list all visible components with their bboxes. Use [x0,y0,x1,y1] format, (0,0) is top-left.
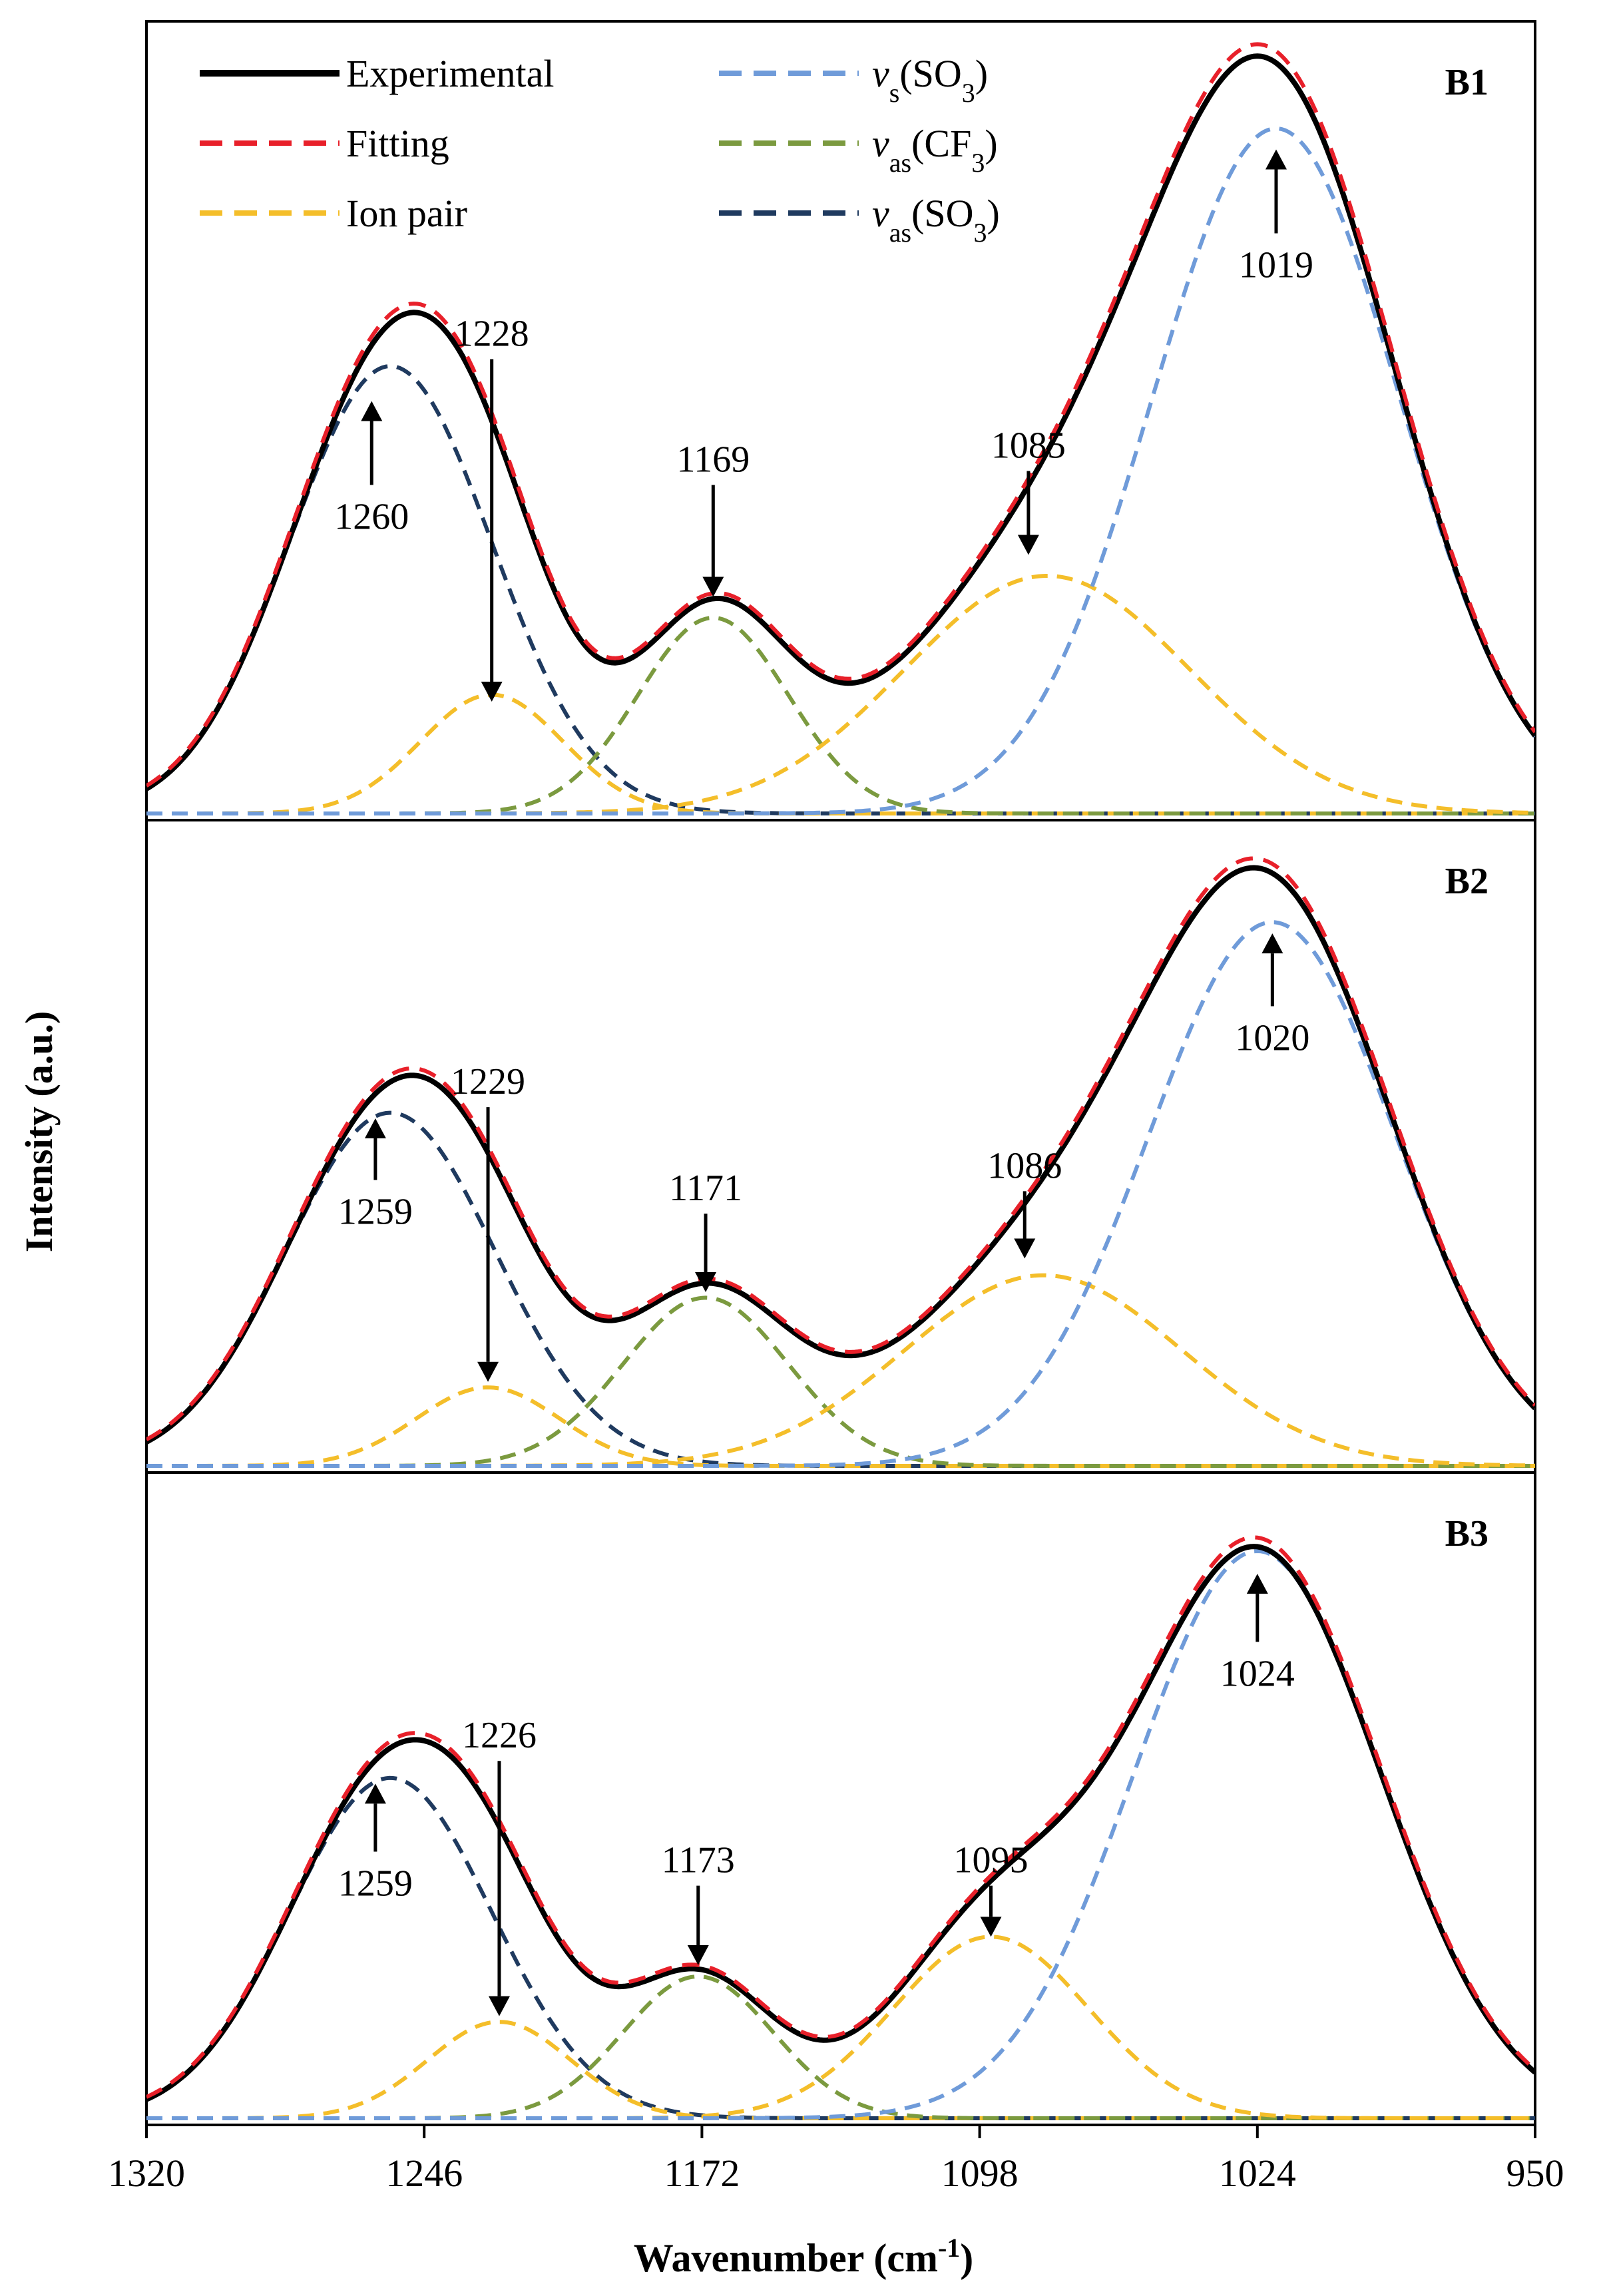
peak-arrow-head [1262,933,1283,954]
legend-item-experimental: Experimental [200,52,554,95]
legend-label: Ion pair [346,192,467,235]
peak-label: 1226 [462,1715,537,1756]
fitting-curve [146,1535,1535,2099]
panel-title: B3 [1445,1513,1489,1554]
x-tick-label: 1320 [108,2152,185,2195]
peak-label: 1086 [987,1145,1062,1186]
component-vas_cf3-curve [146,615,1535,815]
peak-arrow-head [702,576,724,597]
x-tick-label: 950 [1506,2152,1564,2195]
component-ion_pair-curve [146,1385,1535,1468]
peak-arrow-head [364,1118,386,1138]
peak-label: 1019 [1239,245,1313,286]
legend-item-vs_so3: vs(SO3) [719,52,988,108]
plot-area [146,42,1535,815]
component-ion_pair-curve [146,1273,1535,1468]
plot-area [146,1535,1535,2120]
peak-label: 1024 [1220,1653,1295,1694]
y-axis-label: Intensity (a.u.) [17,1011,61,1253]
peak-arrow-head [488,1996,510,2016]
x-axis: 1320 1246 1172 1098 1024 950 [108,2125,1564,2195]
legend-label: vas(SO3) [872,192,1000,248]
peak-label: 1095 [954,1840,1029,1881]
legend-item-vas_cf3: vas(CF3) [719,122,998,178]
component-vas_so3-curve [146,1110,1535,1468]
legend-label: vs(SO3) [872,52,988,108]
x-axis-label-close: ) [960,2236,973,2280]
peak-label: 1228 [455,314,529,355]
peak-label: 1169 [676,439,750,481]
panel-b3: B3 1226 1259 1173 1095 1024 [145,1471,1536,2126]
peak-arrow-head [980,1917,1002,1937]
peak-label: 1171 [669,1168,742,1209]
peak-arrow-head [687,1945,709,1965]
peak-arrow-head [364,1783,386,1804]
component-ion_pair-curve [146,574,1535,815]
peak-label: 1260 [334,497,409,538]
panel-title: B1 [1445,62,1489,103]
legend-item-vas_so3: vas(SO3) [719,192,1000,248]
component-vas_so3-curve [146,363,1535,815]
panel-frame [145,1471,1536,2126]
experimental-curve [146,865,1535,1445]
legend-label: Experimental [346,52,554,95]
peak-arrow-head [1265,149,1287,170]
peak-arrow-head [1017,535,1039,555]
x-axis-label-sup: -1 [938,2233,960,2263]
component-vas_cf3-curve [146,1295,1535,1468]
x-axis-label: Wavenumber (cm-1) [634,2233,974,2281]
peak-label: 1259 [338,1863,413,1905]
peak-arrow-head [1014,1238,1036,1259]
legend-item-ion_pair: Ion pair [200,192,467,235]
component-ion_pair-curve [146,692,1535,815]
x-tick-label: 1024 [1219,2152,1296,2195]
peak-label: 1229 [451,1061,525,1102]
component-vs_so3-curve [146,126,1535,815]
legend: Experimental Fitting Ion pair vs(SO3) vas(CF… [200,52,1000,248]
component-ion_pair-curve [146,1935,1535,2120]
panel-b2: B2 1229 1259 1171 1086 1020 [145,819,1536,1474]
peak-arrow-head [1246,1574,1268,1594]
legend-item-fitting: Fitting [200,122,449,165]
experimental-curve [146,1544,1535,2102]
peak-arrow-head [481,682,503,702]
fitting-curve [146,856,1535,1442]
experimental-curve [146,53,1535,792]
x-tick-label: 1246 [385,2152,463,2195]
component-vs_so3-curve [146,920,1535,1468]
peak-label: 1259 [338,1192,413,1233]
panels-group: B1 1228 1260 1169 1085 1019 B2 1229 1259 1171 1086… [145,20,1536,2126]
panel-b1: B1 1228 1260 1169 1085 1019 [145,20,1536,821]
legend-label: vas(CF3) [872,122,998,178]
legend-label: Fitting [346,122,449,165]
x-tick-label: 1172 [664,2152,740,2195]
plot-area [146,856,1535,1468]
panel-title: B2 [1445,861,1489,902]
peak-arrow-head [695,1271,717,1292]
peak-arrow-head [361,401,383,421]
peak-label: 1085 [991,425,1066,467]
x-axis-label-main: Wavenumber (cm [634,2236,938,2280]
peak-label: 1020 [1235,1018,1309,1059]
peak-label: 1173 [662,1840,735,1881]
component-vas_so3-curve [146,1775,1535,2120]
fitting-curve [146,42,1535,788]
x-tick-label: 1098 [941,2152,1019,2195]
peak-arrow-head [477,1361,499,1382]
panel-frame [145,819,1536,1474]
component-vas_cf3-curve [146,1974,1535,2120]
